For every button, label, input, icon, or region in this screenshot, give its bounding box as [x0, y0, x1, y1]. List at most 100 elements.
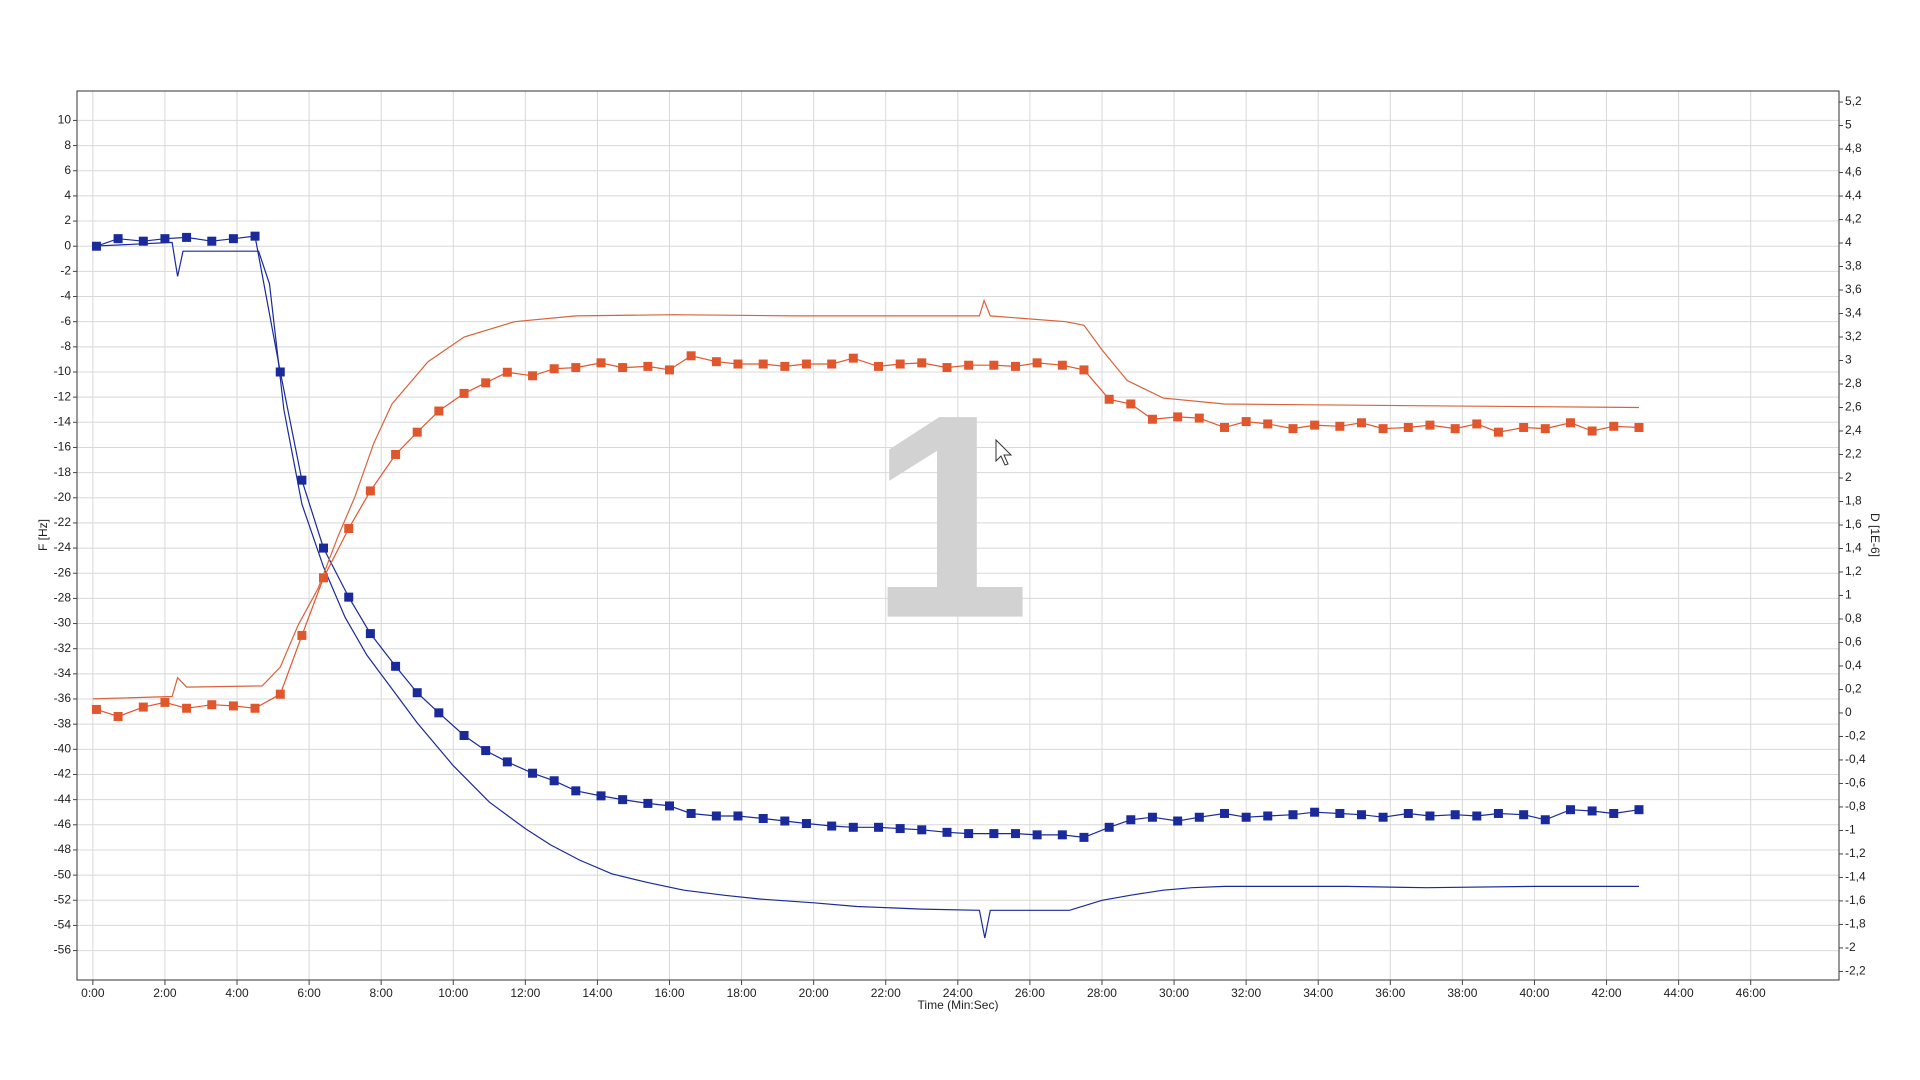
- x-tick-label: 8:00: [369, 986, 393, 1000]
- data-point: [1356, 418, 1366, 428]
- data-point: [365, 486, 375, 496]
- y-tick-label: -2: [60, 264, 71, 278]
- data-point: [596, 791, 606, 801]
- y-tick-label: -46: [54, 817, 72, 831]
- data-point: [1079, 365, 1089, 375]
- y-tick-label: -14: [54, 414, 72, 428]
- x-tick-label: 2:00: [153, 986, 177, 1000]
- data-point: [848, 353, 858, 363]
- watermark: 1: [869, 355, 1030, 679]
- data-point: [874, 822, 884, 832]
- y2-tick-label: -1,4: [1845, 870, 1866, 884]
- x-tick-label: 22:00: [871, 986, 901, 1000]
- y-tick-label: -8: [60, 339, 71, 353]
- data-point: [1010, 829, 1020, 839]
- y2-tick-label: 4,8: [1845, 141, 1862, 155]
- x-tick-label: 42:00: [1592, 986, 1622, 1000]
- data-point: [1587, 806, 1597, 816]
- y-tick-label: -44: [54, 792, 72, 806]
- data-point: [895, 824, 905, 834]
- data-point: [502, 757, 512, 767]
- data-point: [1566, 805, 1576, 815]
- data-point: [1310, 420, 1320, 430]
- x-tick-label: 28:00: [1087, 986, 1117, 1000]
- data-point: [1519, 810, 1529, 820]
- data-point: [1472, 419, 1482, 429]
- y-tick-label: -48: [54, 842, 72, 856]
- y2-tick-label: 3,4: [1845, 306, 1862, 320]
- y2-tick-label: -0,4: [1845, 752, 1866, 766]
- data-point: [989, 360, 999, 370]
- data-point: [138, 702, 148, 712]
- data-point: [481, 746, 491, 756]
- x-tick-label: 18:00: [727, 986, 757, 1000]
- x-tick-label: 24:00: [943, 986, 973, 1000]
- y2-tick-label: 1,2: [1845, 564, 1862, 578]
- x-tick-label: 46:00: [1736, 986, 1766, 1000]
- data-point: [1057, 830, 1067, 840]
- data-point: [1032, 358, 1042, 368]
- data-point: [780, 816, 790, 826]
- data-point: [1194, 413, 1204, 423]
- data-point: [528, 768, 538, 778]
- data-point: [1450, 424, 1460, 434]
- mouse-cursor: [995, 438, 1013, 466]
- x-tick-label: 14:00: [582, 986, 612, 1000]
- y-tick-label: -56: [54, 943, 72, 957]
- data-point: [275, 367, 285, 377]
- x-tick-label: 32:00: [1231, 986, 1261, 1000]
- data-point: [1241, 417, 1251, 427]
- data-point: [917, 825, 927, 835]
- data-point: [1493, 427, 1503, 437]
- data-point: [297, 630, 307, 640]
- data-point: [686, 808, 696, 818]
- y2-tick-label: 2,8: [1845, 376, 1862, 390]
- data-point: [1241, 812, 1251, 822]
- data-point: [1472, 811, 1482, 821]
- data-point: [571, 363, 581, 373]
- data-point: [391, 661, 401, 671]
- y2-tick-label: -1,8: [1845, 917, 1866, 931]
- data-point: [1126, 399, 1136, 409]
- data-point: [643, 798, 653, 808]
- data-point: [319, 573, 329, 583]
- data-point: [1403, 808, 1413, 818]
- data-point: [412, 688, 422, 698]
- data-point: [1173, 412, 1183, 422]
- x-tick-label: 0:00: [81, 986, 105, 1000]
- data-point: [412, 427, 422, 437]
- data-point: [686, 351, 696, 361]
- data-point: [481, 378, 491, 388]
- x-tick-label: 26:00: [1015, 986, 1045, 1000]
- y2-axis-label: D [1E-6]: [1868, 513, 1882, 557]
- data-point: [1147, 812, 1157, 822]
- data-point: [1263, 811, 1273, 821]
- data-point: [711, 811, 721, 821]
- data-point: [1010, 361, 1020, 371]
- y2-tick-label: -2,2: [1845, 964, 1866, 978]
- data-point: [874, 361, 884, 371]
- y-tick-label: -30: [54, 616, 72, 630]
- y2-tick-label: 5: [1845, 118, 1852, 132]
- data-point: [780, 361, 790, 371]
- y2-tick-label: 1: [1845, 588, 1852, 602]
- data-point: [344, 592, 354, 602]
- y2-tick-label: 4,2: [1845, 212, 1862, 226]
- y2-tick-label: 0: [1845, 705, 1852, 719]
- y2-tick-label: 2,2: [1845, 447, 1862, 461]
- y2-tick-label: -0,2: [1845, 729, 1866, 743]
- data-point: [917, 358, 927, 368]
- data-point: [618, 795, 628, 805]
- y-tick-label: -20: [54, 490, 72, 504]
- data-point: [391, 449, 401, 459]
- data-point: [207, 236, 217, 246]
- x-tick-label: 12:00: [510, 986, 540, 1000]
- data-point: [1335, 421, 1345, 431]
- data-point: [895, 359, 905, 369]
- series-line: [92, 241, 1639, 939]
- y2-tick-label: 4,4: [1845, 188, 1862, 202]
- data-point: [1587, 426, 1597, 436]
- x-tick-label: 40:00: [1519, 986, 1549, 1000]
- y-tick-label: -54: [54, 918, 72, 932]
- y2-tick-label: 1,8: [1845, 494, 1862, 508]
